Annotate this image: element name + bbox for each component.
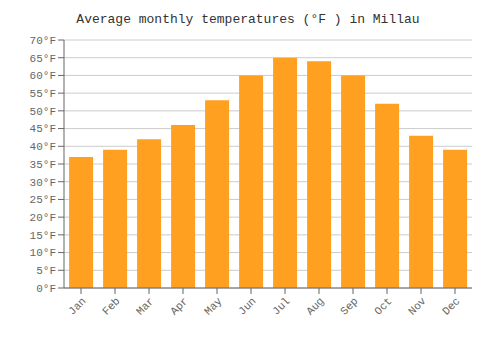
- svg-text:50°F: 50°F: [30, 106, 56, 118]
- svg-text:60°F: 60°F: [30, 70, 56, 82]
- svg-text:Feb: Feb: [100, 295, 122, 317]
- svg-text:55°F: 55°F: [30, 88, 56, 100]
- svg-text:Jul: Jul: [270, 295, 292, 317]
- svg-text:20°F: 20°F: [30, 212, 56, 224]
- svg-text:Oct: Oct: [372, 295, 394, 317]
- svg-text:10°F: 10°F: [30, 247, 56, 259]
- svg-text:0°F: 0°F: [36, 283, 56, 295]
- svg-text:Jan: Jan: [66, 295, 88, 317]
- svg-text:40°F: 40°F: [30, 141, 56, 153]
- svg-text:30°F: 30°F: [30, 177, 56, 189]
- html-text:Average monthly temperatures (: Average monthly temperatures (°F ) in Mi…: [76, 12, 420, 27]
- svg-text:25°F: 25°F: [30, 194, 56, 206]
- svg-text:65°F: 65°F: [30, 53, 56, 65]
- svg-text:Aug: Aug: [304, 295, 326, 317]
- svg-text:Dec: Dec: [440, 295, 462, 317]
- svg-text:Mar: Mar: [134, 295, 156, 317]
- svg-text:May: May: [202, 295, 225, 318]
- svg-text:15°F: 15°F: [30, 230, 56, 242]
- svg-text:35°F: 35°F: [30, 159, 56, 171]
- svg-text:70°F: 70°F: [30, 35, 56, 47]
- svg-text:Nov: Nov: [406, 295, 429, 318]
- svg-text:Apr: Apr: [168, 295, 190, 317]
- svg-text:5°F: 5°F: [36, 265, 56, 277]
- svg-text:Jun: Jun: [236, 295, 258, 317]
- svg-text:Sep: Sep: [338, 295, 360, 317]
- svg-text:45°F: 45°F: [30, 123, 56, 135]
